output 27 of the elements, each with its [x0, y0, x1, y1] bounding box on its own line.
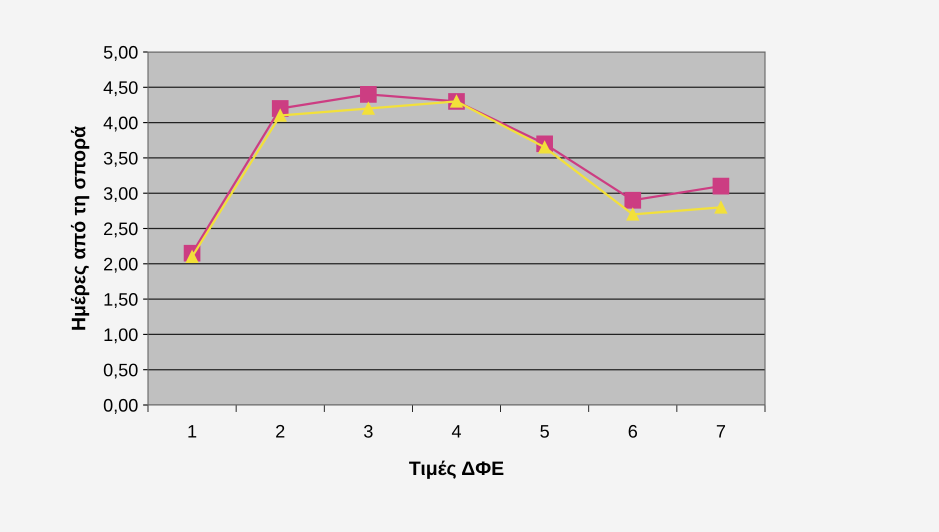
point	[714, 201, 728, 214]
y-axis-title: Ημέρες από τη σπορά	[70, 126, 90, 330]
y-tick-label: 1,00	[104, 328, 138, 344]
x-tick-label: 1	[188, 425, 196, 438]
y-tick-label: 1,50	[104, 293, 138, 308]
x-tick-label: 5	[540, 425, 549, 438]
x-tick-label: 7	[716, 425, 726, 438]
y-tick-label: 4,50	[104, 81, 138, 96]
y-tick-label: 2,00	[104, 258, 138, 273]
point	[274, 109, 286, 122]
y-tick-label: 0,00	[104, 398, 138, 414]
point	[624, 192, 642, 209]
y-tick-label: 3,00	[104, 187, 138, 202]
point	[712, 178, 730, 194]
point	[362, 102, 375, 115]
y-tick-label: 0,50	[104, 364, 138, 379]
y-tick-label: 5,00	[104, 46, 138, 61]
point	[360, 86, 377, 103]
point	[626, 208, 640, 221]
x-axis-title: Τιμές ΔΦΕ	[409, 460, 504, 479]
y-tick-label: 3,50	[104, 152, 138, 167]
x-tick-label: 2	[276, 424, 284, 438]
y-tick-label: 4,00	[104, 116, 138, 132]
x-tick-label: 3	[364, 424, 373, 438]
y-tick-label: 2,50	[104, 222, 138, 238]
x-tick-label: 6	[628, 424, 638, 438]
x-tick-label: 4	[452, 425, 461, 438]
